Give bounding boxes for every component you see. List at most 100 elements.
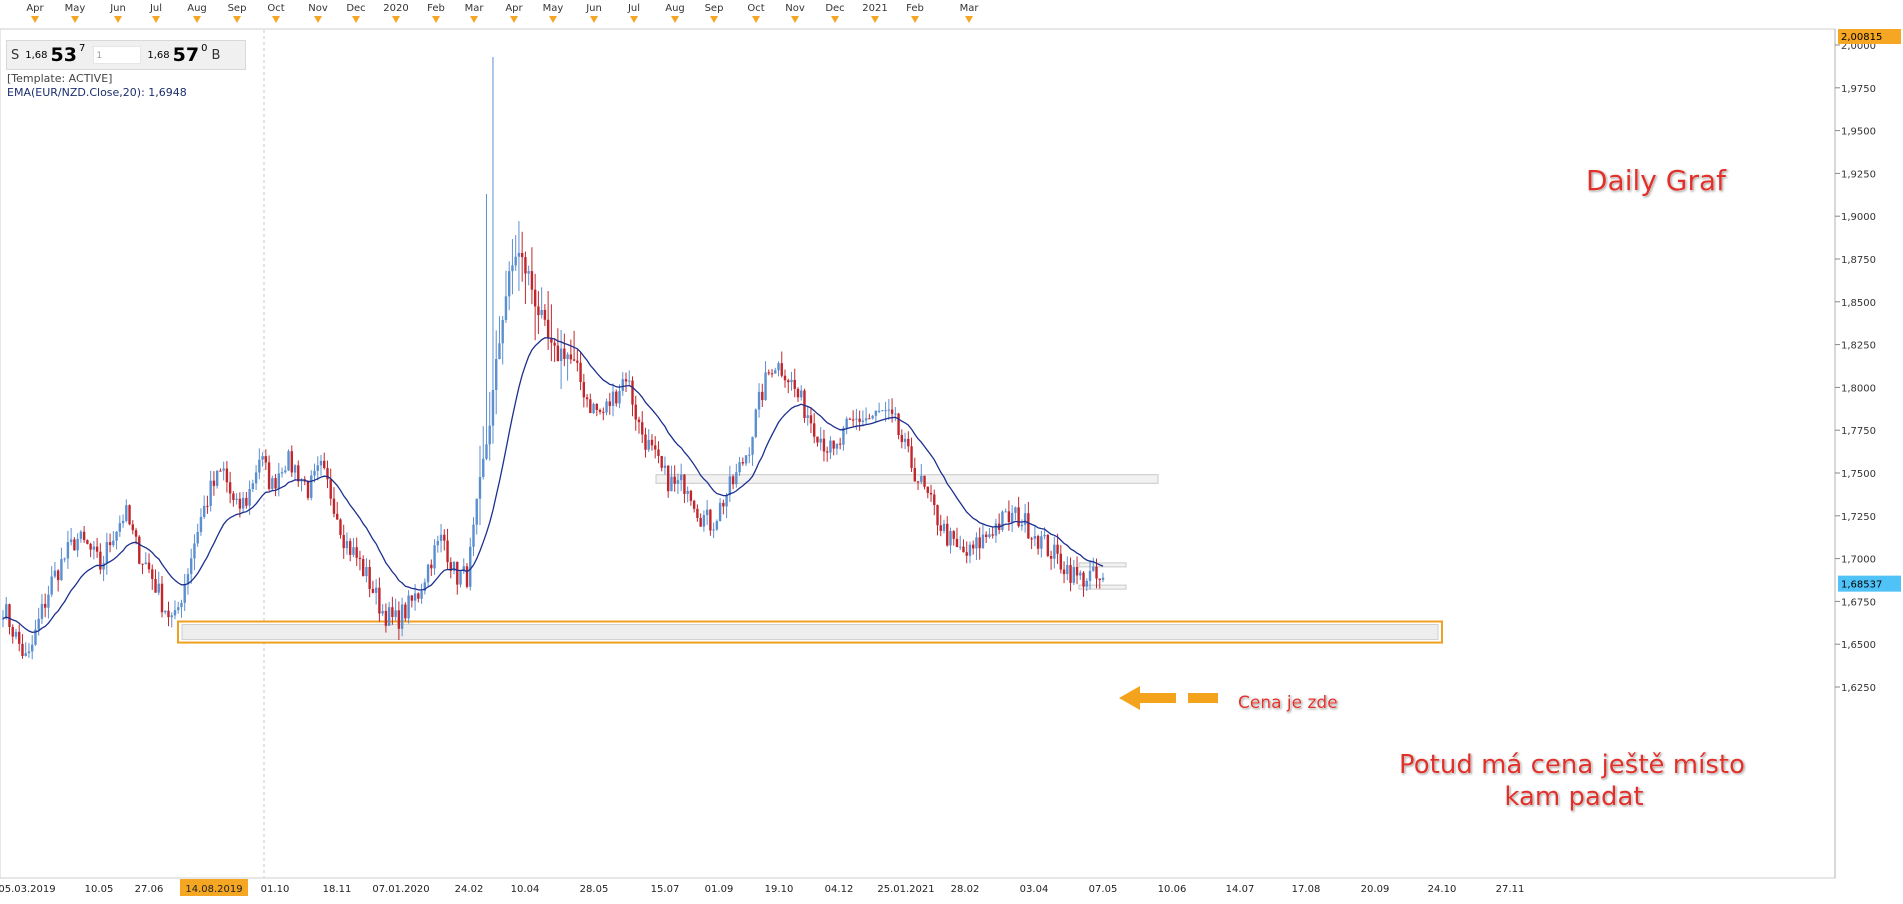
candle-body [1033,536,1037,539]
candle-body [744,455,748,464]
candle-body [108,542,112,546]
month-marker [31,16,39,23]
buy-prefix: 1,68 [147,49,170,61]
date-tick-label: 24.10 [1428,884,1457,895]
candle-body [686,490,689,494]
candle-body [715,521,719,530]
month-marker [752,16,760,23]
candle-body [280,472,284,474]
price-tick-label: 2,0000 [1841,41,1876,52]
candle-body [316,465,319,471]
candle-body [699,517,702,527]
sell-price-big[interactable]: 53 [50,44,77,66]
price-axis[interactable]: 1,6250 1,6500 1,6750 1,7000 1,7250 1,7500 1,77… [1835,41,1876,694]
candle-body [433,545,436,569]
candle-body [102,563,105,570]
candle-body [709,509,712,531]
candle-body [443,534,446,541]
candle-body [689,490,693,501]
top-price-tag-label: 2,00815 [1841,32,1882,43]
candle-body [222,468,225,471]
candle-body [31,644,34,652]
candle-body [718,502,722,522]
candle-body [900,435,904,443]
ema-series [2,337,1104,633]
candle-body [981,534,985,549]
candle-body [556,345,560,362]
candle-body [822,438,826,452]
candle-body [478,476,482,499]
candle-body [1040,536,1043,549]
candle-body [423,582,427,592]
candle-body [907,438,910,447]
top-month-label: Jun [109,3,126,14]
candle-body [472,524,475,547]
top-month-label: Nov [308,3,328,14]
candle-body [530,271,534,290]
date-tick-label: 25.01.2021 [877,884,934,895]
date-tick-label: 19.10 [765,884,794,895]
candle-body [277,473,281,489]
candle-body [381,610,384,614]
candle-body [637,419,641,423]
candle-body [868,418,871,420]
candle-body [1101,577,1105,580]
candle-body [60,559,63,581]
candle-body [34,629,37,645]
date-tick-label: 14.08.2019 [185,884,242,895]
candle-body [1046,534,1050,556]
candle-body [319,460,323,466]
candle-body [563,348,566,359]
candle-body [1072,567,1075,583]
candle-body [942,523,946,531]
candle-body [446,540,449,563]
candle-body [465,566,469,587]
sell-label[interactable]: S [11,47,20,63]
candle-body [407,595,410,619]
candle-body [761,391,764,401]
candle-body [783,375,787,381]
candle-body [835,443,839,449]
price-tags: 2,00815 1,68537 [1838,29,1901,592]
volume-input[interactable]: 1 [93,46,142,64]
date-axis[interactable]: 05.03.2019 10.05 27.06 14.08.2019 01.10 18.11… [0,879,1524,896]
date-tick-label: 28.02 [951,884,980,895]
template-label: [Template: ACTIVE] [7,72,113,85]
candle-body [952,531,955,539]
candle-body [232,493,235,500]
candle-body [348,541,352,555]
candle-body [813,423,816,437]
candle-body [851,419,855,421]
candle-body [1027,513,1030,539]
top-month-label: 2021 [862,3,887,14]
candle-body [540,309,543,316]
date-tick-label: 20.09 [1361,884,1390,895]
candle-body [696,508,699,518]
candle-body [537,306,540,316]
candle-body [5,604,8,619]
month-marker [114,16,122,23]
bid-ask-panel[interactable]: S 1,68 53 7 1 1,68 57 0 B [6,40,246,70]
buy-price-big[interactable]: 57 [172,44,200,66]
candle-body [842,427,845,445]
candle-body [274,478,277,489]
top-month-label: 2020 [383,3,408,14]
price-tick-label: 1,8750 [1841,255,1876,266]
arrow-dash-icon [1188,693,1218,703]
candle-body [641,422,644,435]
date-tick-label: 01.09 [705,884,734,895]
candle-body [1066,565,1069,575]
candle-body [936,505,939,526]
candle-body [861,420,865,422]
candle-body [647,439,650,450]
candle-body [507,271,511,297]
candle-body [816,436,819,443]
price-tick-label: 1,9250 [1841,169,1876,180]
candle-body [215,470,219,486]
price-tick-label: 1,8500 [1841,298,1876,309]
top-month-label: Aug [187,3,207,14]
candle-body [212,480,216,486]
ema-legend[interactable]: EMA(EUR/NZD.Close,20): 1,6948 [7,86,187,99]
buy-label[interactable]: B [211,47,221,63]
